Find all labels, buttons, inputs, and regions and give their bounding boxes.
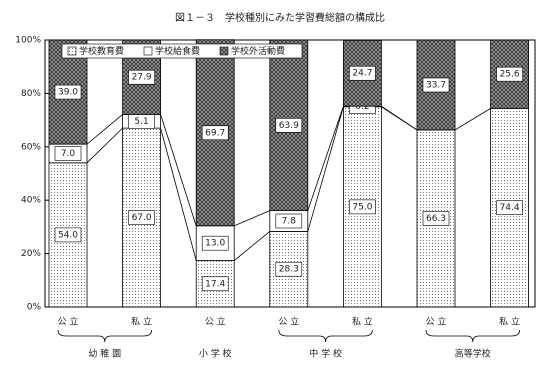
label-box xyxy=(349,65,376,81)
value-label: 74.4 xyxy=(500,203,520,213)
connector xyxy=(86,127,123,164)
x-tick-label: 公 立 xyxy=(205,316,226,328)
connector xyxy=(160,114,197,226)
connector xyxy=(454,108,491,131)
label-box xyxy=(275,118,303,133)
connector xyxy=(381,105,418,131)
x-tick-label: 私 立 xyxy=(499,316,520,328)
value-label: 24.7 xyxy=(352,69,372,79)
value-label: 25.6 xyxy=(500,70,520,80)
value-label: 39.0 xyxy=(58,88,78,98)
legend-label: 学校教育費 xyxy=(79,45,124,57)
connector xyxy=(160,128,197,261)
label-box xyxy=(54,84,82,100)
label-box xyxy=(128,210,155,225)
y-tick-label: 0% xyxy=(27,303,42,313)
label-box xyxy=(275,261,303,277)
y-tick-label: 80% xyxy=(21,89,41,99)
y-tick-label: 100% xyxy=(15,36,41,46)
legend-swatch xyxy=(67,46,77,56)
label-box xyxy=(201,125,229,141)
value-label: 69.7 xyxy=(205,128,225,138)
group-label: 中 学 校 xyxy=(309,348,342,360)
x-tick-label: 公 立 xyxy=(58,316,79,328)
value-label: 0.2 xyxy=(355,102,369,112)
group-brace xyxy=(425,329,520,343)
value-label: 13.0 xyxy=(205,239,225,249)
value-label: 63.9 xyxy=(279,121,299,131)
x-tick-label: 公 立 xyxy=(278,316,299,328)
label-box xyxy=(54,227,82,243)
group-brace xyxy=(57,329,152,343)
label-box xyxy=(422,211,450,226)
label-box xyxy=(201,235,229,251)
value-label: 66.3 xyxy=(426,214,446,224)
x-tick-label: 私 立 xyxy=(131,316,152,328)
label-box xyxy=(275,213,303,229)
group-brace xyxy=(278,329,373,343)
connector xyxy=(234,210,270,227)
value-label: 33.7 xyxy=(426,80,446,90)
connector xyxy=(307,106,344,232)
group-label: 幼 稚 園 xyxy=(88,348,121,360)
value-label: 28.3 xyxy=(279,265,299,275)
x-tick-label: 私 立 xyxy=(352,316,373,328)
connector xyxy=(233,231,271,261)
label-box xyxy=(349,199,376,215)
connector xyxy=(86,114,123,145)
legend-label: 学校外活動費 xyxy=(231,45,285,57)
legend-label: 学校給食費 xyxy=(155,45,200,57)
y-tick-label: 40% xyxy=(21,196,41,206)
group-label: 小 学 校 xyxy=(199,348,232,360)
y-tick-label: 60% xyxy=(21,142,41,152)
label-box xyxy=(54,146,82,161)
label-box xyxy=(496,66,523,82)
legend-swatch xyxy=(219,46,229,56)
legend-box xyxy=(61,43,303,59)
value-label: 27.9 xyxy=(132,73,152,83)
x-tick-label: 公 立 xyxy=(426,316,447,328)
label-box xyxy=(422,77,450,93)
group-label: 高等学校 xyxy=(455,348,491,360)
value-label: 5.1 xyxy=(134,117,148,127)
value-label: 67.0 xyxy=(132,213,152,223)
chart-title: 図１－３ 学校種別にみた学習費総額の構成比 xyxy=(175,11,385,24)
label-box xyxy=(201,276,229,292)
value-label: 75.0 xyxy=(352,202,372,212)
value-label: 17.4 xyxy=(205,279,225,289)
connector xyxy=(307,106,344,211)
value-label: 54.0 xyxy=(58,230,78,240)
y-tick-label: 20% xyxy=(21,249,41,259)
value-label: 7.8 xyxy=(282,217,297,227)
label-box xyxy=(496,200,523,215)
legend-swatch xyxy=(143,46,153,56)
value-label: 7.0 xyxy=(61,149,76,159)
label-box xyxy=(128,69,155,85)
